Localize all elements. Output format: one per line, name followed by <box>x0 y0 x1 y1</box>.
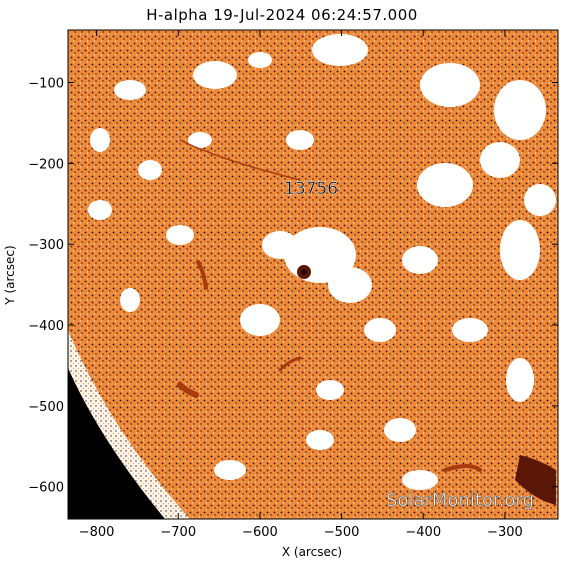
plage-blob <box>402 470 438 490</box>
plage-blob <box>506 358 534 402</box>
plage-blob <box>166 225 194 245</box>
y-axis-ticks: −100 −200 −300 −400 −500 −600 <box>28 77 558 496</box>
plage-blob <box>306 430 334 450</box>
filament <box>443 464 482 472</box>
image-title: H-alpha 19-Jul-2024 06:24:57.000 <box>146 6 418 24</box>
solarmonitor-watermark: SolarMonitor.org <box>386 490 534 511</box>
plot-frame <box>67 29 559 520</box>
y-tick-label: −100 <box>28 77 64 92</box>
filament <box>278 356 302 372</box>
plage-blob <box>312 34 368 66</box>
filament <box>179 139 301 181</box>
plage-blob <box>316 380 344 400</box>
x-tick-label: −500 <box>324 525 360 540</box>
plage-blob <box>114 80 146 100</box>
x-axis-ticks: −800 −700 −600 −500 −400 −300 <box>79 30 523 540</box>
x-tick-label: −700 <box>160 525 196 540</box>
y-tick-label: −300 <box>28 238 64 253</box>
x-axis-label: X (arcsec) <box>282 545 342 559</box>
plage-blob <box>328 267 372 303</box>
plage-blob <box>452 318 488 342</box>
plage-blob <box>188 132 212 148</box>
plage-blob <box>120 288 140 312</box>
plage-blob <box>402 246 438 274</box>
plage-blob <box>524 184 556 216</box>
plage-blob <box>286 130 314 150</box>
x-tick-label: −800 <box>79 525 115 540</box>
sunspot-umbra <box>301 269 307 275</box>
y-tick-label: −200 <box>28 157 64 172</box>
x-tick-label: −400 <box>405 525 441 540</box>
plage-blob <box>500 220 540 280</box>
x-tick-label: −600 <box>242 525 278 540</box>
y-tick-label: −400 <box>28 319 64 334</box>
plage-blob <box>417 163 473 207</box>
filament <box>196 260 208 290</box>
plage-blob <box>262 231 298 259</box>
active-region-label: 13756 <box>284 179 338 199</box>
filament-features <box>177 139 556 505</box>
plage-blob <box>214 460 246 480</box>
filament <box>177 382 199 398</box>
plage-blob <box>384 418 416 442</box>
plage-blob <box>240 304 280 336</box>
filament <box>515 455 556 505</box>
plage-blob <box>480 142 520 178</box>
plage-blob <box>193 61 237 89</box>
plage-blob <box>248 52 272 68</box>
plage-blob <box>494 80 546 140</box>
plage-blob <box>138 160 162 180</box>
x-tick-label: −300 <box>487 525 523 540</box>
plage-blob <box>364 318 396 342</box>
plage-blob <box>88 200 112 220</box>
plage-blob <box>420 63 480 107</box>
y-tick-label: −600 <box>28 481 64 496</box>
space-beyond-limb <box>68 368 165 519</box>
y-tick-label: −500 <box>28 400 64 415</box>
y-axis-label: Y (arcsec) <box>3 245 17 305</box>
plage-blob <box>90 128 110 152</box>
